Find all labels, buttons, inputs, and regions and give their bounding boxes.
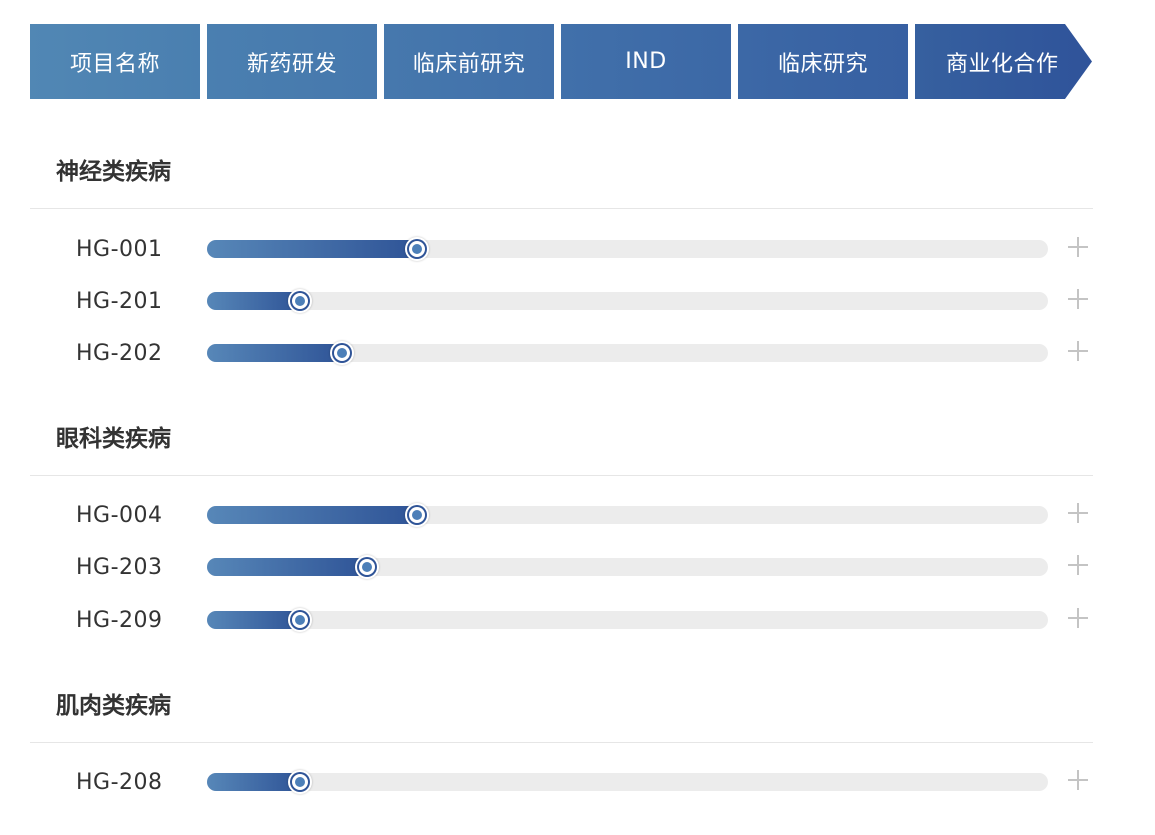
progress-track [207, 555, 1048, 579]
progress-track [207, 770, 1048, 794]
progress-fill [207, 292, 300, 310]
section-title-ophthalmic: 眼科类疾病 [56, 426, 171, 452]
plus-icon[interactable] [1066, 606, 1090, 630]
pipeline-row: HG-208 [0, 762, 1155, 802]
progress-knob-icon [287, 770, 312, 794]
stage-clinical: 临床研究 [738, 24, 908, 99]
pipeline-row: HG-001 [0, 229, 1155, 269]
section-divider [30, 742, 1093, 743]
progress-track [207, 237, 1048, 261]
plus-icon[interactable] [1066, 768, 1090, 792]
project-name: HG-004 [76, 503, 163, 528]
stage-preclinical: 临床前研究 [384, 24, 554, 99]
section-divider [30, 475, 1093, 476]
plus-icon[interactable] [1066, 287, 1090, 311]
stage-commercialization: 商业化合作 [915, 24, 1092, 99]
project-name: HG-201 [76, 289, 163, 314]
plus-icon[interactable] [1066, 235, 1090, 259]
progress-track [207, 289, 1048, 313]
pipeline-row: HG-209 [0, 600, 1155, 640]
pipeline-row: HG-004 [0, 495, 1155, 535]
progress-fill [207, 240, 418, 258]
section-divider [30, 208, 1093, 209]
pipeline-row: HG-202 [0, 333, 1155, 373]
project-name: HG-202 [76, 341, 163, 366]
plus-icon[interactable] [1066, 553, 1090, 577]
stage-project-name: 项目名称 [30, 24, 200, 99]
progress-fill [207, 506, 418, 524]
project-name: HG-203 [76, 555, 163, 580]
project-name: HG-209 [76, 608, 163, 633]
progress-fill [207, 773, 300, 791]
project-name: HG-001 [76, 237, 163, 262]
progress-fill [207, 611, 300, 629]
pipeline-row: HG-203 [0, 547, 1155, 587]
progress-knob-icon [287, 608, 312, 632]
progress-knob-icon [329, 341, 354, 365]
pipeline-row: HG-201 [0, 281, 1155, 321]
plus-icon[interactable] [1066, 339, 1090, 363]
pipeline-stage-header: 项目名称 新药研发 临床前研究 IND 临床研究 商业化合作 [30, 24, 1100, 99]
progress-knob-icon [287, 289, 312, 313]
section-title-muscle: 肌肉类疾病 [56, 693, 171, 719]
plus-icon[interactable] [1066, 501, 1090, 525]
progress-knob-icon [354, 555, 379, 579]
progress-knob-icon [405, 503, 430, 527]
section-title-neuro: 神经类疾病 [56, 159, 171, 185]
progress-knob-icon [405, 237, 430, 261]
stage-ind: IND [561, 24, 731, 99]
progress-fill [207, 344, 342, 362]
progress-track [207, 503, 1048, 527]
project-name: HG-208 [76, 770, 163, 795]
progress-track [207, 608, 1048, 632]
progress-track [207, 341, 1048, 365]
stage-new-drug-rd: 新药研发 [207, 24, 377, 99]
progress-fill [207, 558, 367, 576]
